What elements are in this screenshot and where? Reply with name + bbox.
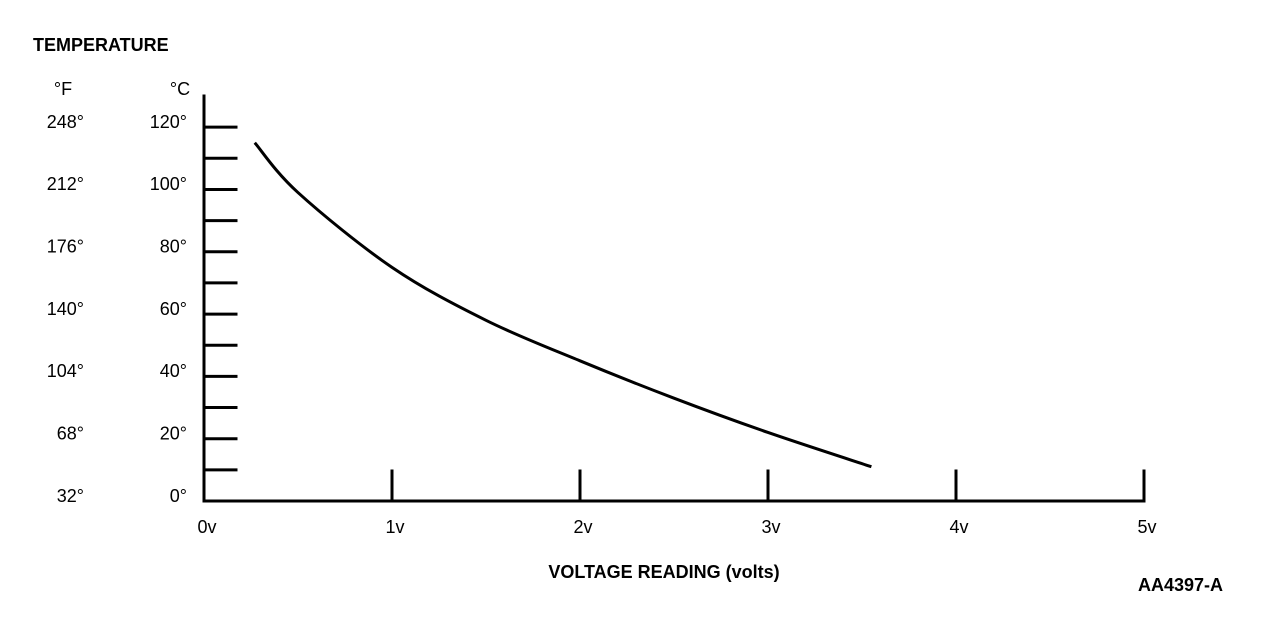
x-tick-label: 4v [949, 517, 968, 537]
y-tick-label: 40° [160, 361, 187, 381]
y2-axis-label: °F [54, 79, 72, 99]
y2-tick-label: 248° [47, 112, 84, 132]
y-tick-label: 100° [150, 174, 187, 194]
y-tick-label: 60° [160, 299, 187, 319]
y-tick-label: 120° [150, 112, 187, 132]
y-tick-label: 80° [160, 237, 187, 257]
y2-tick-label: 212° [47, 174, 84, 194]
y2-tick-label: 176° [47, 237, 84, 257]
figure-note: AA4397-A [1138, 575, 1223, 595]
x-tick-label: 1v [385, 517, 404, 537]
chart-title: TEMPERATURE [33, 35, 169, 55]
y-tick-label: 20° [160, 423, 187, 443]
y-axis-label: °C [170, 79, 190, 99]
x-tick-label: 5v [1137, 517, 1156, 537]
y2-tick-label: 104° [47, 361, 84, 381]
x-tick-label: 0v [197, 517, 216, 537]
y2-tick-label: 68° [57, 423, 84, 443]
x-axis-label: VOLTAGE READING (volts) [548, 562, 779, 582]
y-tick-label: 0° [170, 486, 187, 506]
x-tick-label: 3v [761, 517, 780, 537]
y2-tick-label: 32° [57, 486, 84, 506]
data-line [253, 141, 872, 469]
y2-tick-label: 140° [47, 299, 84, 319]
x-tick-label: 2v [573, 517, 592, 537]
